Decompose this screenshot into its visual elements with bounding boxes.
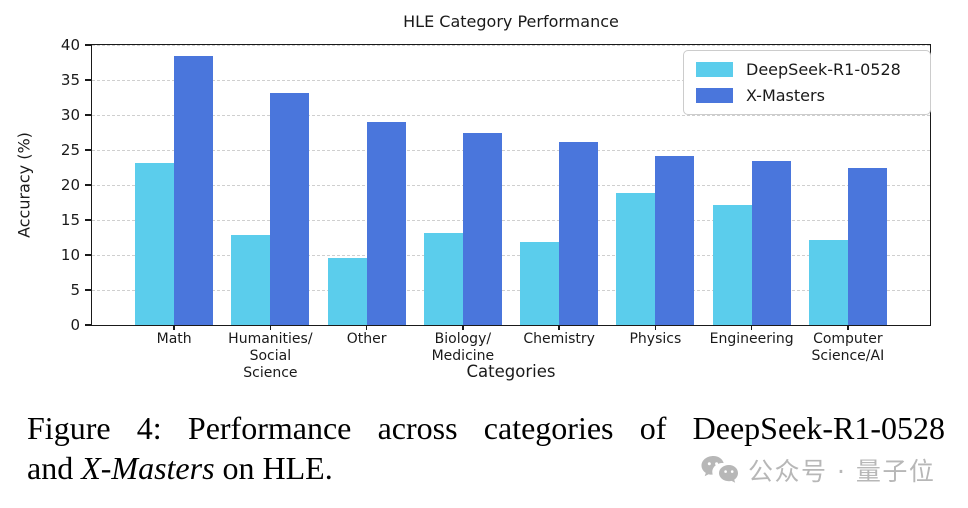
legend-row: DeepSeek-R1-0528 [696, 60, 918, 79]
y-tick-label: 25 [60, 141, 80, 159]
bar-deepseek [712, 204, 752, 325]
gridline [92, 150, 930, 151]
bar-xmasters [655, 156, 695, 325]
legend-swatch-xmasters [696, 88, 733, 103]
legend-row: X-Masters [696, 86, 918, 105]
watermark-text: 公众号 · 量子位 [748, 457, 936, 486]
x-tick-label: Engineering [709, 331, 794, 347]
y-tick-mark [85, 219, 91, 221]
gridline [92, 290, 930, 291]
y-tick-label: 15 [60, 211, 80, 229]
y-tick-label: 35 [60, 71, 80, 89]
bar-xmasters [270, 93, 310, 325]
x-tick-label: Physics [629, 331, 682, 347]
watermark: 公众号 · 量子位 [700, 452, 935, 488]
y-tick-label: 0 [70, 316, 80, 334]
x-tick-mark [173, 325, 175, 330]
y-tick-mark [85, 149, 91, 151]
x-tick-mark [750, 325, 753, 330]
x-axis-label: Categories [466, 362, 556, 381]
bar-xmasters [559, 142, 599, 325]
bar-deepseek [327, 257, 367, 325]
x-tick-label: Computer Science/AI [811, 331, 885, 364]
gridline [92, 45, 930, 46]
bar-deepseek [231, 234, 271, 325]
gridline [92, 80, 930, 81]
x-axis-tick-labels: Math Humanities/Social Science Other Biolog… [92, 331, 930, 382]
y-tick-mark [85, 254, 91, 256]
y-tick-mark [85, 114, 91, 116]
wechat-icon [701, 456, 738, 483]
bar-deepseek [616, 193, 656, 325]
figure-caption: Figure 4: Performance across categories … [27, 408, 945, 488]
x-tick-label: Humanities/Social Science [228, 331, 313, 381]
y-tick-mark [85, 289, 91, 291]
gridline [92, 255, 930, 256]
bar-deepseek [520, 242, 560, 325]
bar-xmasters [462, 132, 502, 325]
legend-swatch-deepseek [696, 62, 733, 77]
y-axis-label: Accuracy (%) [14, 132, 34, 238]
caption-line-1: Figure 4: Performance across categories … [27, 410, 945, 446]
bar-xmasters [847, 168, 887, 325]
y-tick-label: 40 [60, 36, 80, 54]
legend-label-xmasters: X-Masters [746, 86, 825, 105]
y-tick-label: 20 [60, 176, 80, 194]
bar-xmasters [751, 161, 791, 325]
x-tick-mark [654, 325, 657, 330]
gridline [92, 185, 930, 186]
x-tick-mark [847, 325, 849, 330]
plot-area: DeepSeek-R1-0528 X-Masters [92, 45, 931, 325]
x-tick-mark [462, 325, 464, 330]
y-tick-mark [85, 184, 91, 186]
bar-deepseek [808, 240, 848, 325]
x-tick-mark [365, 325, 368, 330]
x-tick-label: Math [156, 331, 192, 347]
bar-xmasters [174, 56, 214, 325]
x-tick-label: Biology/Medicine [431, 331, 495, 364]
bar-deepseek [423, 233, 463, 325]
legend: DeepSeek-R1-0528 X-Masters [683, 50, 931, 115]
x-tick-mark [269, 325, 272, 330]
gridline [92, 115, 930, 116]
y-tick-mark [85, 79, 91, 81]
bar-xmasters [366, 122, 406, 325]
y-tick-mark [85, 324, 91, 326]
gridline [92, 220, 930, 221]
bar-deepseek [135, 162, 175, 325]
y-tick-label: 30 [60, 106, 80, 124]
y-tick-label: 10 [60, 246, 80, 264]
x-tick-mark [558, 325, 560, 330]
y-tick-label: 5 [70, 281, 80, 299]
caption-line-2: and X-Masters on HLE. [27, 450, 333, 486]
y-tick-mark [85, 44, 91, 46]
x-tick-label: Chemistry [523, 331, 595, 347]
chart-title: HLE Category Performance [403, 12, 619, 31]
x-tick-label: Other [346, 331, 387, 347]
legend-label-deepseek: DeepSeek-R1-0528 [746, 60, 901, 79]
